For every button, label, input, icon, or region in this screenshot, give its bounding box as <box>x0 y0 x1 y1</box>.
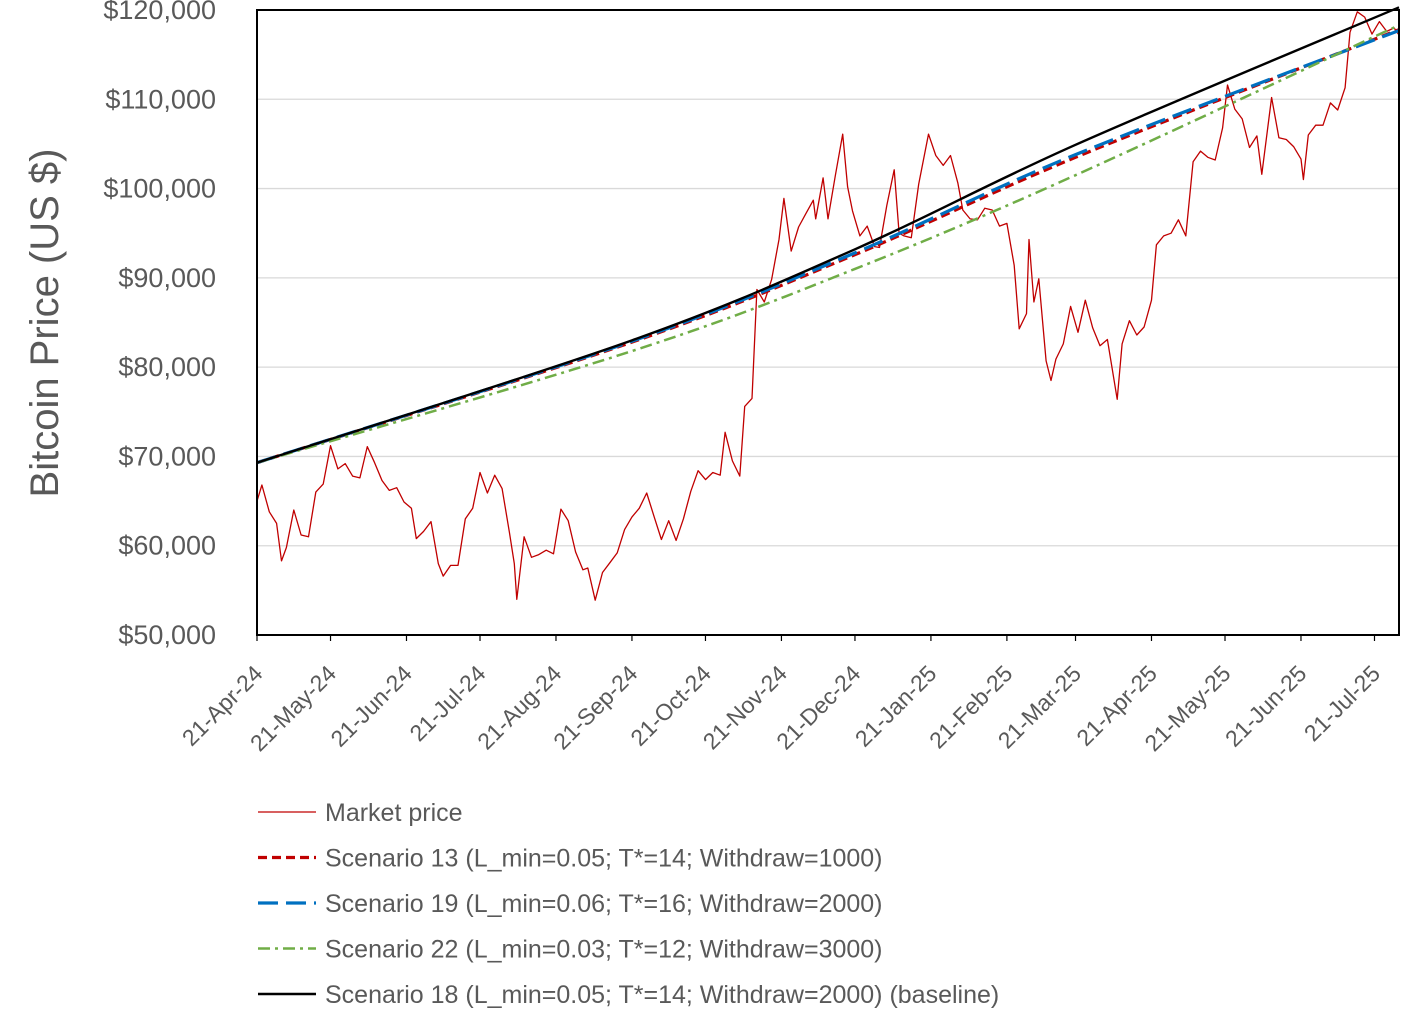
series-line-scenario-18 <box>256 6 1400 464</box>
y-tick-label: $110,000 <box>105 84 216 114</box>
plot-frame <box>256 9 1400 636</box>
y-tick-label: $70,000 <box>118 441 216 471</box>
legend-label: Scenario 19 (L_min=0.06; T*=16; Withdraw… <box>325 890 883 918</box>
legend-label: Scenario 13 (L_min=0.05; T*=14; Withdraw… <box>325 845 883 873</box>
y-tick-label: $100,000 <box>103 174 216 204</box>
series-line-scenario-22 <box>256 24 1400 464</box>
legend-label: Scenario 18 (L_min=0.05; T*=14; Withdraw… <box>325 981 999 1009</box>
y-tick-label: $50,000 <box>118 620 216 650</box>
y-tick-label: $90,000 <box>118 263 216 293</box>
y-axis-label: Bitcoin Price (US $) <box>23 149 67 498</box>
series-line-market-price <box>256 11 1400 601</box>
x-tick-label: 21-Sep-24 <box>548 660 642 754</box>
x-tick-label: 21-Jun-24 <box>325 660 417 752</box>
legend-label: Market price <box>325 799 463 827</box>
legend: Market price Scenario 13 (L_min=0.05; T*=… <box>258 799 999 1009</box>
grid-lines <box>257 9 1399 636</box>
y-axis: $50,000 $60,000 $70,000 $80,000 $90,000 $100,… <box>103 0 216 650</box>
y-tick-label: $120,000 <box>103 0 216 25</box>
series-lines <box>256 6 1400 601</box>
y-tick-label: $60,000 <box>118 531 216 561</box>
x-tick-label: 21-Jul-25 <box>1299 660 1385 746</box>
series-line-scenario-19 <box>256 29 1400 465</box>
legend-label: Scenario 22 (L_min=0.03; T*=12; Withdraw… <box>325 936 883 964</box>
y-tick-label: $80,000 <box>118 352 216 382</box>
x-axis: 21-Apr-2421-May-2421-Jun-2421-Jul-2421-A… <box>177 635 1385 756</box>
x-tick-label: 21-Jun-25 <box>1220 660 1312 752</box>
